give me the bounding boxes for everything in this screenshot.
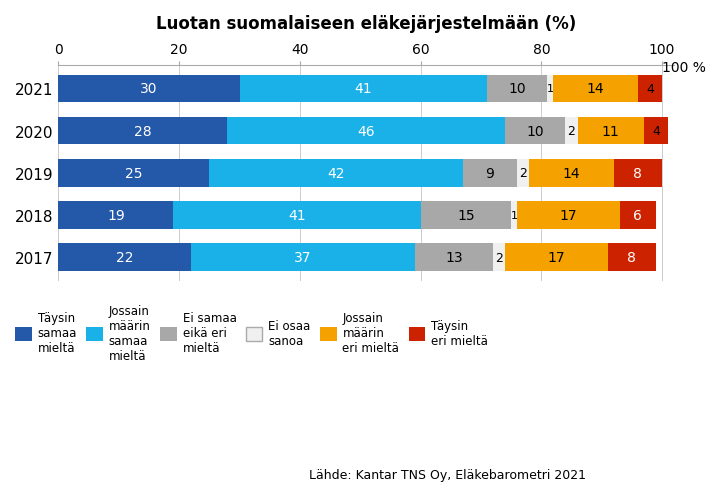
Bar (240, 76, 487, 103)
Text: 2: 2 (495, 251, 503, 264)
Bar (553, 76, 638, 103)
Title: Luotan suomalaiseen eläkejärjestelmään (%): Luotan suomalaiseen eläkejärjestelmään (… (156, 15, 576, 33)
Bar (191, 244, 414, 272)
Text: 17: 17 (560, 208, 578, 222)
Bar (505, 118, 565, 145)
Text: 46: 46 (357, 124, 375, 138)
Text: 19: 19 (107, 208, 125, 222)
Text: 2: 2 (519, 167, 527, 180)
Bar (505, 244, 608, 272)
Legend: Täysin
samaa
mieltä, Jossain
määrin
samaa
mieltä, Ei samaa
eikä eri
mieltä, Ei o: Täysin samaa mieltä, Jossain määrin sama… (15, 304, 488, 362)
Bar (511, 202, 517, 229)
Bar (58, 118, 227, 145)
Bar (547, 76, 553, 103)
Text: 100 %: 100 % (662, 61, 706, 75)
Text: 9: 9 (486, 166, 495, 180)
Text: 42: 42 (327, 166, 345, 180)
Text: 10: 10 (508, 82, 526, 96)
Text: 41: 41 (288, 208, 305, 222)
Text: 14: 14 (587, 82, 604, 96)
Text: 25: 25 (125, 166, 143, 180)
Bar (209, 160, 463, 187)
Text: 8: 8 (633, 166, 643, 180)
Bar (463, 160, 517, 187)
Bar (58, 160, 209, 187)
Text: 30: 30 (140, 82, 158, 96)
Text: 10: 10 (526, 124, 544, 138)
Bar (493, 244, 505, 272)
Bar (58, 202, 173, 229)
Bar (517, 202, 619, 229)
Text: 1: 1 (510, 210, 518, 220)
Text: 14: 14 (562, 166, 580, 180)
Bar (487, 76, 547, 103)
Text: Lähde: Kantar TNS Oy, Eläkebarometri 2021: Lähde: Kantar TNS Oy, Eläkebarometri 202… (309, 468, 586, 481)
Text: 2: 2 (567, 125, 575, 138)
Bar (638, 76, 662, 103)
Text: 4: 4 (652, 125, 660, 138)
Bar (173, 202, 421, 229)
Bar (608, 244, 656, 272)
Text: 41: 41 (355, 82, 372, 96)
Bar (414, 244, 493, 272)
Text: 17: 17 (547, 250, 565, 265)
Text: 37: 37 (294, 250, 312, 265)
Text: 1: 1 (547, 84, 554, 94)
Text: 11: 11 (602, 124, 619, 138)
Bar (619, 202, 656, 229)
Text: 22: 22 (116, 250, 134, 265)
Text: 6: 6 (633, 208, 643, 222)
Bar (517, 160, 529, 187)
Bar (421, 202, 511, 229)
Text: 4: 4 (646, 83, 654, 96)
Bar (58, 76, 240, 103)
Bar (529, 160, 614, 187)
Bar (578, 118, 644, 145)
Bar (227, 118, 505, 145)
Text: 28: 28 (134, 124, 152, 138)
Bar (614, 160, 662, 187)
Bar (565, 118, 578, 145)
Bar (58, 244, 191, 272)
Text: 13: 13 (445, 250, 463, 265)
Text: 8: 8 (627, 250, 636, 265)
Bar (644, 118, 668, 145)
Text: 15: 15 (457, 208, 474, 222)
